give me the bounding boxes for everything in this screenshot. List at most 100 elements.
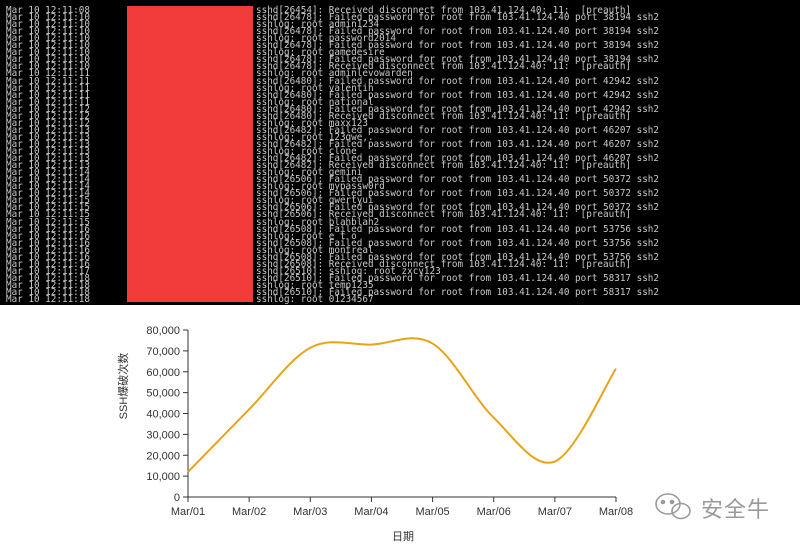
chart-panel: 0 10,000 20,000 30,000 40,000 50,000 60,000 70,…: [0, 305, 800, 545]
log-timestamp: Mar 10 12:11:13: [6, 131, 90, 143]
log-message: sshlog: root password2014: [256, 33, 396, 45]
log-timestamp: Mar 10 12:11:14: [6, 167, 90, 179]
log-message: sshd[26478]: Received disconnect from 10…: [256, 61, 632, 73]
log-timestamp: Mar 10 12:11:08: [6, 5, 90, 16]
log-message: sshd[26478]: Failed password for root fr…: [256, 54, 659, 66]
log-timestamp: Mar 10 12:11:12: [6, 117, 90, 129]
x-tick-label: Mar/05: [415, 506, 449, 518]
log-message: sshlog: root national: [256, 96, 374, 108]
log-message: sshlog: root 123qwe,.: [256, 131, 374, 143]
y-tick-label: 60,000: [146, 367, 180, 379]
log-timestamp: Mar 10 12:11:18: [6, 287, 90, 298]
log-timestamp: Mar 10 12:11:18: [6, 279, 90, 291]
log-timestamp: Mar 10 12:11:16: [6, 237, 90, 249]
ssh-bruteforce-chart: 0 10,000 20,000 30,000 40,000 50,000 60,000 70,…: [116, 325, 633, 543]
log-timestamp: Mar 10 12:11:10: [6, 26, 90, 38]
log-message: sshlog: root 01234567: [256, 294, 374, 305]
x-tick-label: Mar/01: [171, 506, 205, 518]
log-message: sshd[26510]: sshlog: root zxcv123: [256, 265, 441, 277]
log-timestamp: Mar 10 12:11:13: [6, 138, 90, 150]
log-message: sshd[26482]: Received disconnect from 10…: [256, 160, 632, 172]
log-timestamp: Mar 10 12:11:18: [6, 294, 90, 305]
x-axis-label: 日期: [392, 530, 414, 543]
y-axis-label: SSH爆破次数: [116, 353, 130, 420]
log-message: sshd[26510]: Failed password for root fr…: [256, 287, 659, 298]
terminal-window[interactable]: Mar 10 12:11:08 sshd[26454]: Received dis…: [0, 0, 800, 305]
x-tick-label: Mar/03: [293, 506, 327, 518]
log-timestamp: Mar 10 12:11:14: [6, 174, 90, 186]
log-message: sshlog: root adminlevowarden: [256, 68, 413, 80]
log-message: sshd[26482]: Failed password for root fr…: [256, 138, 659, 150]
log-timestamp: Mar 10 12:11:16: [6, 223, 90, 235]
log-timestamp: Mar 10 12:11:14: [6, 188, 90, 200]
log-timestamp: Mar 10 12:11:16: [6, 230, 90, 242]
log-timestamp: Mar 10 12:11:10: [6, 54, 90, 66]
x-tick-label: Mar/06: [477, 506, 511, 518]
log-timestamp: Mar 10 12:11:10: [6, 47, 90, 59]
log-timestamp: Mar 10 12:11:11: [6, 96, 90, 108]
x-tick-label: Mar/07: [538, 506, 572, 518]
watermark-text: 安全牛: [701, 498, 771, 523]
log-message: sshd[26478]: Failed password for root fr…: [256, 12, 659, 24]
x-tick-label: Mar/02: [232, 506, 266, 518]
log-message: sshd[26506]: Received disconnect from 10…: [256, 209, 632, 221]
log-message: sshlog: root mypassw0rd: [256, 181, 385, 193]
log-timestamp: Mar 10 12:11:11: [6, 82, 90, 94]
log-message: sshlog: root clone: [256, 146, 357, 157]
log-message: sshd[26478]: Failed password for root fr…: [256, 26, 659, 38]
log-message: sshlog: root maxx123: [256, 117, 368, 129]
log-timestamp: Mar 10 12:11:10: [6, 33, 90, 45]
log-message: sshd[26480]: Failed password for root fr…: [256, 89, 659, 101]
log-message: sshd[26508]: Failed password for root fr…: [256, 237, 659, 249]
log-message: sshd[26506]: Failed password for root fr…: [256, 174, 659, 186]
y-tick-label: 10,000: [146, 471, 180, 483]
log-timestamp: Mar 10 12:11:11: [6, 89, 90, 101]
log-timestamp: Mar 10 12:11:15: [6, 209, 90, 221]
log-message: sshd[26482]: Failed password for root fr…: [256, 124, 659, 136]
series-line: [187, 337, 617, 473]
log-timestamp: Mar 10 12:11:10: [6, 40, 90, 52]
y-tick-label: 40,000: [146, 409, 180, 421]
log-timestamp: Mar 10 12:11:18: [6, 272, 90, 284]
log-timestamp: Mar 10 12:11:12: [6, 110, 90, 122]
log-timestamp: Mar 10 12:11:15: [6, 216, 90, 228]
log-message: sshd[26510]: Failed password for root fr…: [256, 272, 659, 284]
log-message: sshd[26478]: Failed password for root fr…: [256, 40, 659, 52]
log-message: sshd[26506]: Failed password for root fr…: [256, 188, 659, 200]
log-message: sshd[26454]: Received disconnect from 10…: [256, 5, 632, 16]
x-tick-label: Mar/08: [599, 506, 633, 518]
redacted-hostname-block: [127, 6, 253, 302]
log-message: sshd[26480]: Failed password for root fr…: [256, 103, 659, 115]
log-message: sshlog: root admin1234: [256, 19, 380, 31]
x-axis: Mar/01 Mar/02 Mar/03 Mar/04 Mar/05 Mar/06 Mar/…: [171, 496, 633, 518]
log-message: sshd[26508]: Failed password for root fr…: [256, 223, 659, 235]
log-timestamp: Mar 10 12:11:16: [6, 258, 90, 270]
log-timestamp: Mar 10 12:11:12: [6, 103, 90, 115]
log-message: sshd[26480]: Failed password for root fr…: [256, 75, 659, 87]
log-message: sshlog: root e t o: [256, 230, 357, 242]
y-tick-label: 70,000: [146, 346, 180, 358]
wechat-icon: [655, 493, 691, 520]
log-message: sshd[26508]: Received disconnect from 10…: [256, 258, 632, 270]
log-timestamp: Mar 10 12:11:13: [6, 160, 90, 172]
log-timestamp: Mar 10 12:11:14: [6, 181, 90, 193]
watermark: [655, 493, 691, 520]
log-message: sshlog: root montreal: [256, 244, 374, 256]
log-timestamp: Mar 10 12:11:13: [6, 124, 90, 136]
log-timestamp: Mar 10 12:11:15: [6, 195, 90, 207]
log-timestamp: Mar 10 12:11:13: [6, 146, 90, 157]
log-timestamp: Mar 10 12:11:10: [6, 19, 90, 31]
log-message: sshlog: root temp1235: [256, 279, 374, 291]
y-tick-label: 80,000: [146, 325, 180, 337]
log-message: sshd[26506]: Failed password for root fr…: [256, 202, 659, 214]
log-message: sshlog: root blahblah2: [256, 216, 380, 228]
log-timestamp: Mar 10 12:11:17: [6, 265, 90, 277]
log-message: sshd[26482]: Failed password for root fr…: [256, 153, 659, 165]
y-tick-label: 20,000: [146, 450, 180, 462]
y-tick-label: 30,000: [146, 429, 180, 441]
log-timestamp: Mar 10 12:11:10: [6, 61, 90, 73]
log-message: sshlog: root qwertyui: [256, 195, 374, 207]
log-timestamp: Mar 10 12:11:13: [6, 153, 90, 165]
log-message: sshlog: root gemini: [256, 167, 363, 179]
log-timestamp: Mar 10 12:11:16: [6, 244, 90, 256]
